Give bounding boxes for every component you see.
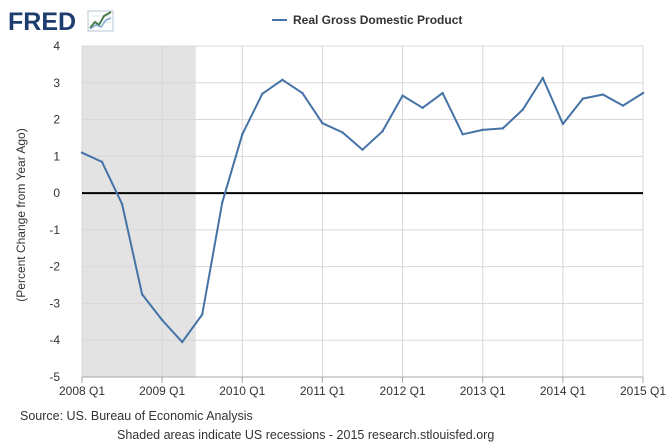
y-tick-label: 0 [53, 186, 60, 200]
data-point[interactable] [361, 148, 364, 151]
data-point[interactable] [341, 131, 344, 134]
data-point[interactable] [321, 122, 324, 125]
fred-logo[interactable]: FRED [8, 8, 114, 36]
y-tick-label: -2 [49, 260, 60, 274]
data-point[interactable] [201, 313, 204, 316]
x-tick-label: 2014 Q1 [540, 384, 586, 398]
y-tick-label: -5 [49, 370, 60, 384]
data-point[interactable] [561, 122, 565, 126]
y-tick-label: 2 [53, 113, 60, 127]
data-point[interactable] [301, 91, 304, 95]
data-point[interactable] [461, 133, 464, 136]
data-point[interactable] [421, 106, 424, 109]
y-tick-label: 3 [53, 76, 60, 90]
legend[interactable]: Real Gross Domestic Product [272, 13, 462, 27]
data-point[interactable] [401, 94, 404, 97]
data-point[interactable] [641, 91, 645, 95]
data-point[interactable] [281, 78, 284, 82]
source-note: Source: US. Bureau of Economic Analysis [20, 409, 253, 423]
y-tick-label: 4 [53, 39, 60, 53]
gridlines [81, 45, 644, 377]
y-axis-title: (Percent Change from Year Ago) [14, 128, 28, 301]
data-point[interactable] [441, 91, 444, 95]
data-point[interactable] [481, 128, 484, 132]
data-point[interactable] [140, 293, 144, 296]
y-tick-label: 1 [53, 149, 60, 163]
y-tick-label: -1 [49, 223, 60, 237]
trend-chart-icon [87, 10, 114, 32]
data-point[interactable] [80, 151, 84, 154]
fred-logo-text: FRED [8, 8, 76, 36]
x-tick-label: 2009 Q1 [139, 384, 185, 398]
data-point[interactable] [120, 202, 124, 206]
x-axis: 2008 Q1 2009 Q1 2010 Q1 2011 Q1 2012 Q1 2013 … [59, 376, 666, 398]
x-tick-label: 2012 Q1 [380, 384, 426, 398]
data-point[interactable] [241, 133, 244, 136]
data-point[interactable] [100, 160, 104, 164]
data-point[interactable] [180, 340, 184, 344]
y-tick-label: -4 [49, 333, 60, 347]
recession-note: Shaded areas indicate US recessions - 20… [117, 428, 495, 442]
x-tick-label: 2011 Q1 [300, 384, 345, 398]
data-point[interactable] [521, 108, 524, 111]
data-point[interactable] [221, 201, 224, 204]
data-point[interactable] [581, 97, 585, 100]
data-point[interactable] [381, 130, 384, 133]
data-point[interactable] [601, 93, 605, 96]
series-layer [80, 76, 645, 344]
legend-label: Real Gross Domestic Product [293, 13, 462, 27]
data-point[interactable] [541, 76, 545, 80]
x-tick-label: 2008 Q1 [59, 384, 105, 398]
x-tick-label: 2010 Q1 [219, 384, 265, 398]
x-tick-label: 2013 Q1 [460, 384, 506, 398]
recession-band-0 [82, 46, 196, 377]
recession-shading [82, 46, 196, 377]
y-tick-label: -3 [49, 296, 60, 310]
data-point[interactable] [261, 92, 264, 96]
data-point[interactable] [501, 127, 504, 130]
data-point[interactable] [621, 104, 625, 107]
y-axis-ticks: -5 -4 -3 -2 -1 0 1 2 3 4 [49, 39, 60, 384]
data-point[interactable] [160, 318, 164, 322]
x-tick-label: 2015 Q1 [620, 384, 666, 398]
